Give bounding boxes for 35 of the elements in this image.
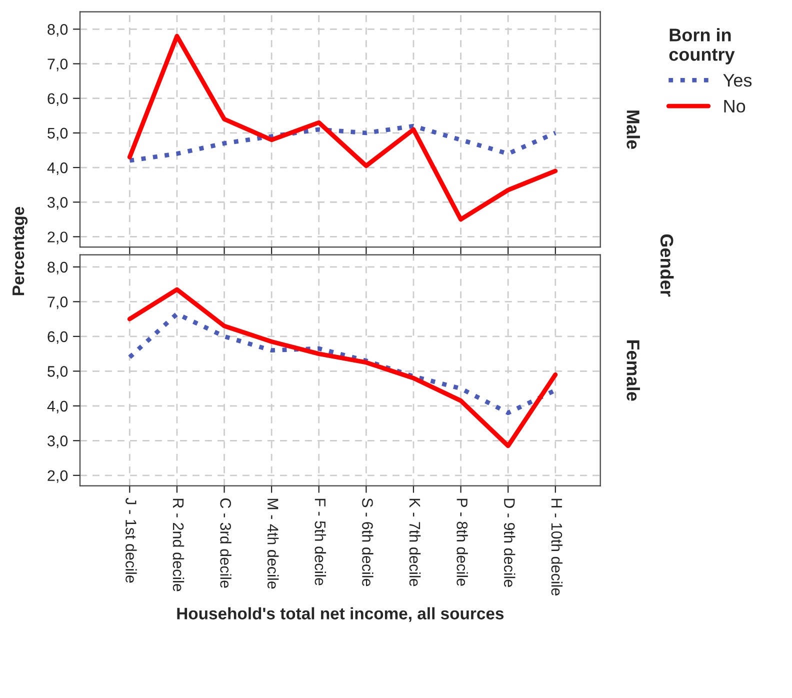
y-tick-label: 2,0 (48, 232, 68, 244)
x-tick-label: R - 2nd decile (172, 498, 184, 592)
x-tick-label: C - 3rd decile (220, 498, 232, 588)
y-tick-label: 7,0 (48, 58, 68, 72)
y-tick-label: 6,0 (48, 331, 68, 344)
text: Female (626, 340, 640, 401)
line-series (127, 124, 558, 163)
y-tick-label: 5,0 (48, 366, 68, 379)
x-tick-label: J - 1st decile (126, 498, 137, 583)
x-tick-label: M - 4th decile (267, 498, 279, 589)
x-tick-label: S - 6th decile (362, 498, 374, 586)
x-axis-title: Household's total net income, all sources (177, 607, 504, 622)
y-tick-label: 5,0 (48, 128, 68, 140)
line-series (127, 287, 558, 448)
text: Male (626, 110, 640, 149)
x-tick-label: F - 5th decile (314, 498, 326, 586)
text: Gender (660, 234, 674, 297)
y-tick-label: 3,0 (48, 436, 68, 448)
y-tick-label: 2,0 (48, 470, 68, 483)
y-tick-label: 6,0 (48, 93, 68, 106)
x-tick-label: H - 10th decile (551, 498, 563, 596)
y-tick-label: 8,0 (48, 24, 68, 37)
x-tick-label: P - 8th decile (456, 498, 468, 586)
y-tick-label: 8,0 (48, 262, 68, 274)
y-tick-label: 7,0 (48, 296, 68, 310)
legend-title: Born in country (669, 28, 735, 64)
x-tick-label: K - 7th decile (409, 498, 421, 586)
y-tick-label: 4,0 (47, 400, 68, 414)
y-axis-title: Percentage (12, 206, 28, 296)
x-tick-label: D - 9th decile (504, 498, 516, 587)
y-tick-label: 3,0 (48, 196, 68, 210)
legend-label: Yes (723, 74, 752, 87)
y-tick-label: 4,0 (47, 162, 68, 176)
legend-label: No (724, 100, 746, 113)
line-series (127, 34, 558, 222)
